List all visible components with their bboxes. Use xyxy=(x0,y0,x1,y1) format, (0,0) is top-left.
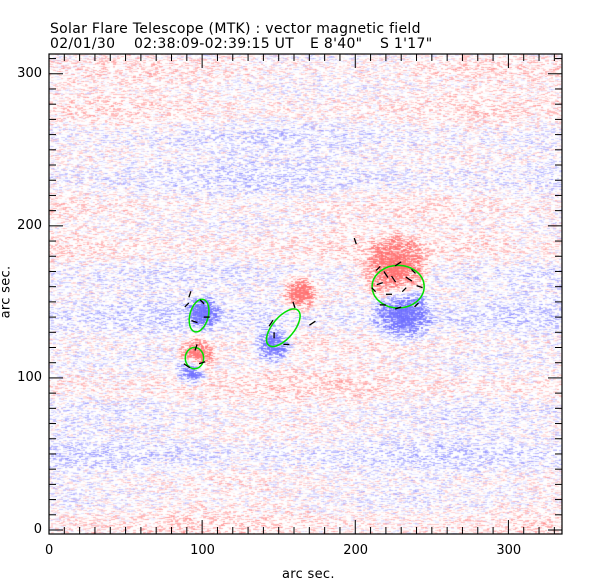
field-vector xyxy=(391,275,397,283)
plot-frame xyxy=(48,53,563,535)
field-vector xyxy=(371,287,377,293)
field-vector xyxy=(383,271,389,278)
y-tick-label: 300 xyxy=(17,65,42,81)
field-contour xyxy=(184,346,205,370)
field-vector xyxy=(198,361,206,365)
y-tick-label: 0 xyxy=(33,522,42,537)
field-vector xyxy=(183,363,191,369)
field-vector xyxy=(416,285,423,289)
field-vector xyxy=(199,299,205,305)
field-vector xyxy=(411,269,416,274)
field-contour xyxy=(265,308,301,348)
observation-time: 02:38:09-02:39:15 UT xyxy=(134,36,295,52)
field-contour xyxy=(371,264,425,309)
field-vector xyxy=(184,302,190,308)
east-offset: E 8'40" xyxy=(310,36,363,52)
observation-date: 02/01/30 xyxy=(50,36,116,52)
field-vector xyxy=(309,320,316,326)
x-tick-label: 100 xyxy=(190,543,215,558)
field-vector xyxy=(194,344,198,351)
field-contour xyxy=(188,298,210,333)
chart-title: Solar Flare Telescope (MTK) : vector mag… xyxy=(50,21,421,37)
y-axis-label: arc sec. xyxy=(0,265,14,319)
field-vector xyxy=(268,319,274,327)
field-vector xyxy=(191,320,198,324)
y-tick-label: 100 xyxy=(17,369,42,385)
x-tick-label: 0 xyxy=(45,543,54,558)
x-axis-label: arc sec. xyxy=(282,567,335,582)
x-tick-label: 300 xyxy=(496,543,522,558)
y-tick-label: 200 xyxy=(17,217,42,233)
field-vector xyxy=(375,265,381,271)
field-vector xyxy=(394,306,402,310)
field-vector xyxy=(401,287,407,293)
field-vector xyxy=(394,261,402,267)
field-vector xyxy=(292,301,296,309)
magnetic-field-image xyxy=(49,54,562,534)
field-vector xyxy=(405,276,413,282)
south-offset: S 1'17" xyxy=(380,36,433,52)
x-tick-label: 200 xyxy=(343,543,369,558)
field-vector xyxy=(188,291,192,298)
field-vector xyxy=(353,237,357,245)
field-vector xyxy=(414,302,419,308)
field-vector xyxy=(376,282,383,286)
